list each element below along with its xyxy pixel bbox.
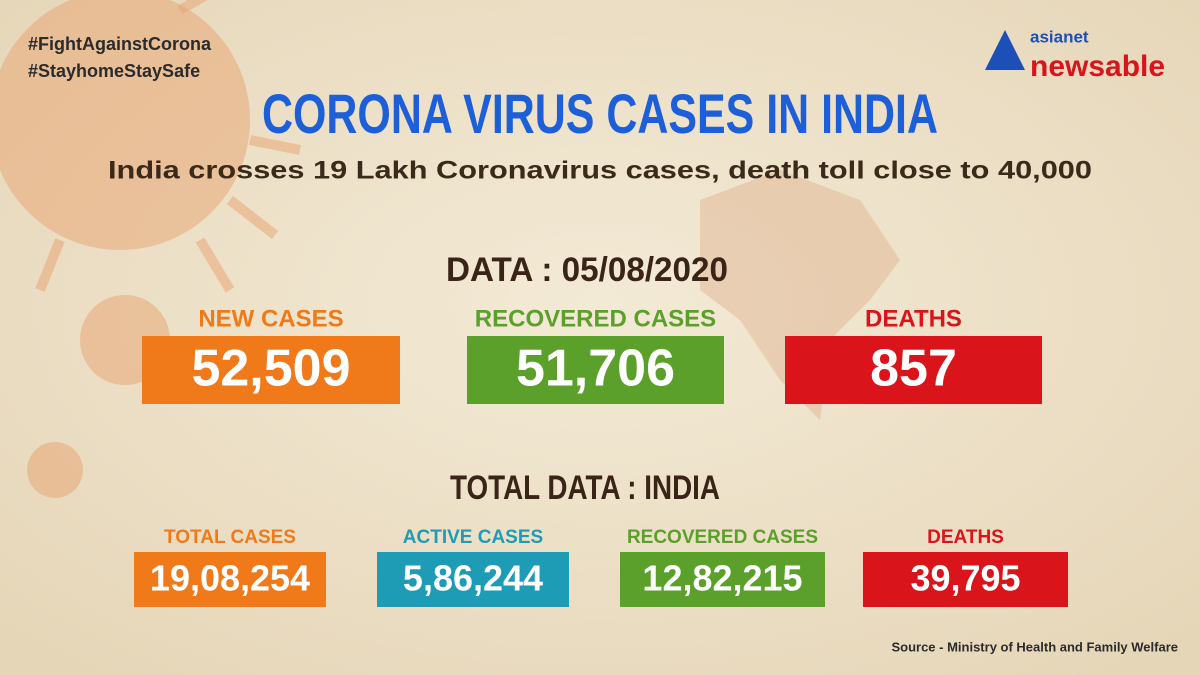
- map-decoration: [700, 170, 900, 420]
- logo-top: asianet: [1030, 27, 1089, 46]
- stat-label: ACTIVE CASES: [403, 527, 543, 548]
- daily-stats: NEW CASES 52,509 RECOVERED CASES 51,706 DEAT…: [142, 305, 1042, 404]
- title: CORONA VIRUS CASES IN INDIA: [262, 82, 938, 145]
- stat-label: NEW CASES: [198, 305, 343, 332]
- subtitle: India crosses 19 Lakh Coronavirus cases,…: [108, 157, 1092, 185]
- stat-value: 51,706: [516, 340, 675, 398]
- source: Source - Ministry of Health and Family W…: [891, 639, 1178, 654]
- hashtag: #StayhomeStaySafe: [28, 61, 200, 81]
- daily-heading: DATA : 05/08/2020: [446, 251, 728, 289]
- stat-label: RECOVERED CASES: [627, 527, 818, 548]
- stat-label: RECOVERED CASES: [475, 305, 716, 332]
- logo-icon: [985, 30, 1025, 70]
- totals-heading: TOTAL DATA : INDIA: [450, 469, 720, 507]
- stat-box: [863, 552, 1068, 607]
- total-stats: TOTAL CASES 19,08,254 ACTIVE CASES 5,86,244…: [134, 527, 1068, 607]
- stat-value: 19,08,254: [150, 558, 310, 599]
- virus-spikes: [35, 0, 301, 293]
- stat-box: [377, 552, 569, 607]
- stat-value: 52,509: [191, 340, 350, 398]
- logo-bottom: newsable: [1030, 50, 1165, 83]
- stat-value: 12,82,215: [642, 558, 802, 599]
- stat-value: 857: [870, 340, 957, 398]
- stat-value: 5,86,244: [403, 558, 543, 599]
- stat-label: TOTAL CASES: [164, 527, 296, 548]
- stat-box: [142, 336, 400, 404]
- stat-label: DEATHS: [927, 527, 1004, 548]
- stat-box: [134, 552, 326, 607]
- stat-box: [467, 336, 724, 404]
- stat-value: 39,795: [910, 558, 1020, 599]
- stat-box: [620, 552, 825, 607]
- hashtag: #FightAgainstCorona: [28, 34, 212, 54]
- stat-box: [785, 336, 1042, 404]
- stat-label: DEATHS: [865, 305, 962, 332]
